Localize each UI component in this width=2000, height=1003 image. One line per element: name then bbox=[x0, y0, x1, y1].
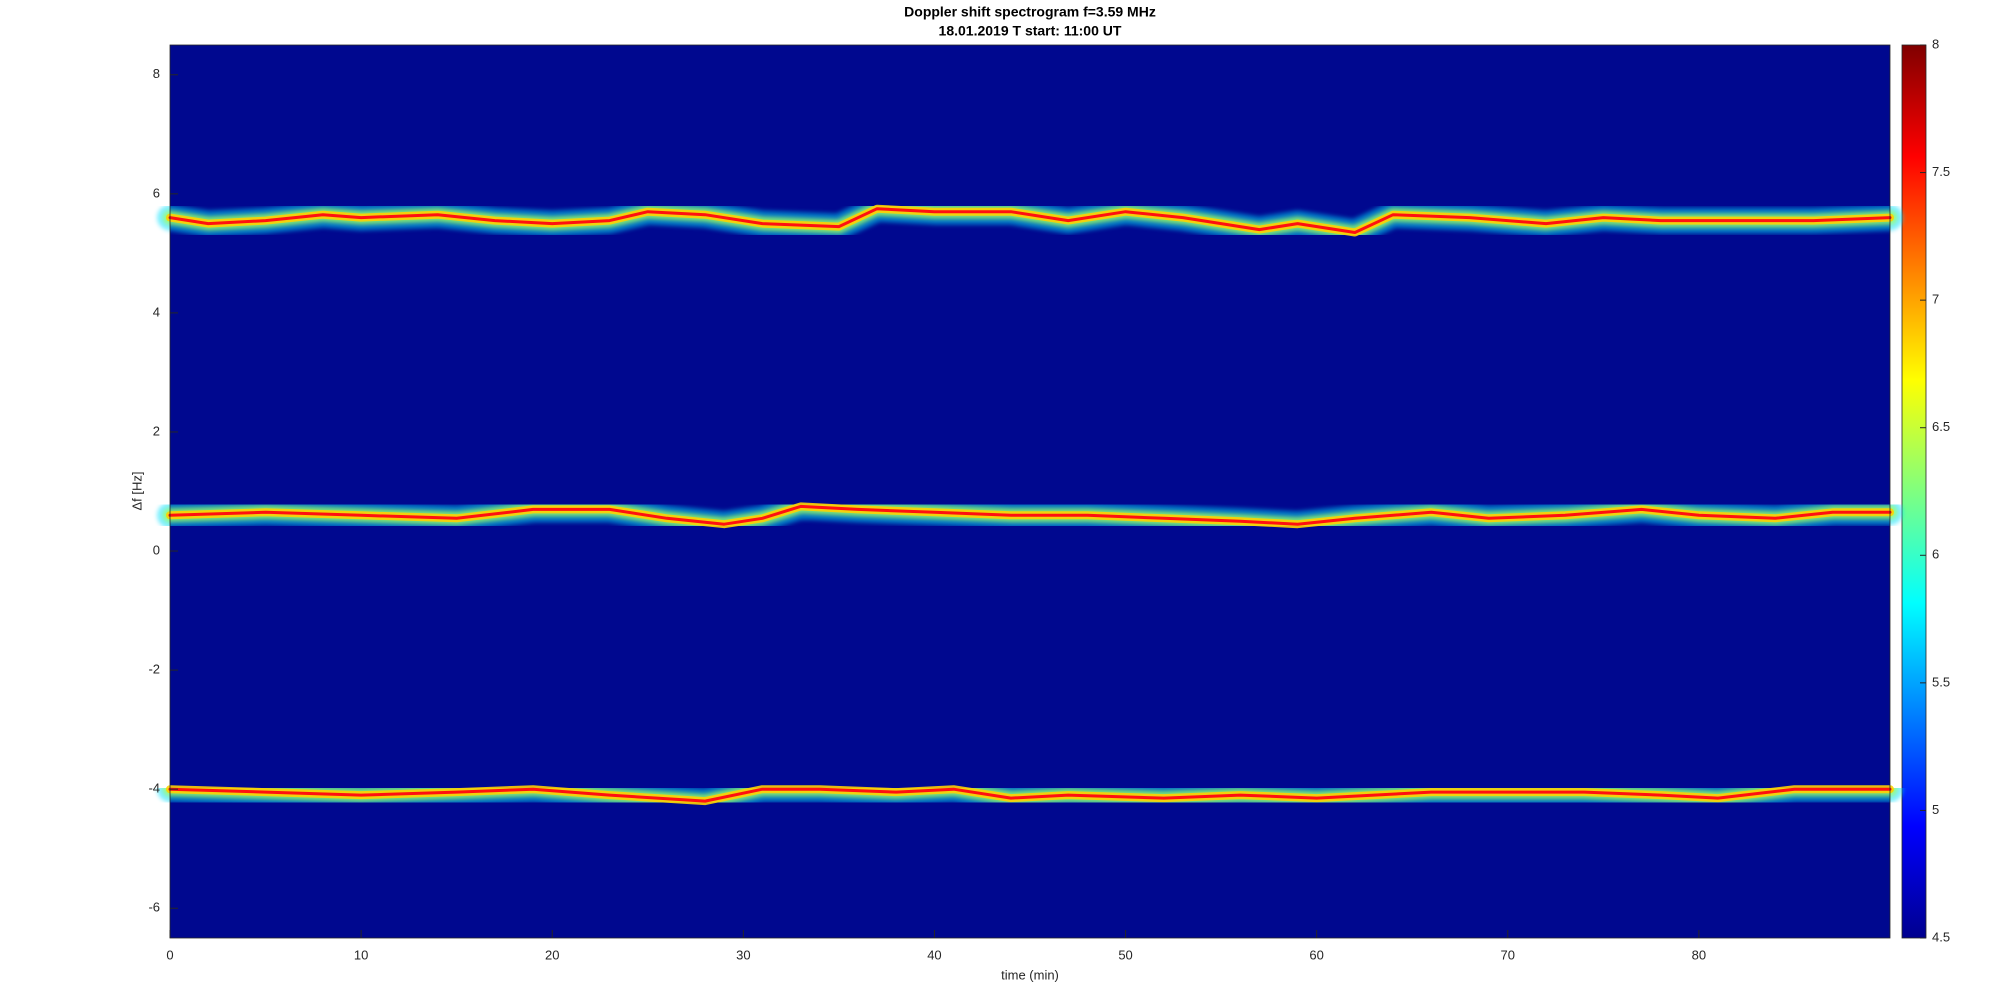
y-tick-label: 4 bbox=[153, 304, 160, 319]
y-tick-label: 6 bbox=[153, 185, 160, 200]
x-tick-label: 0 bbox=[166, 947, 173, 962]
spectral-trace bbox=[168, 787, 1892, 803]
y-tick-label: -6 bbox=[148, 900, 160, 915]
x-tick-label: 80 bbox=[1692, 947, 1706, 962]
colorbar-tick-label: 6 bbox=[1932, 547, 1939, 562]
y-tick-label: -2 bbox=[148, 662, 160, 677]
spectral-trace bbox=[168, 504, 1892, 526]
x-axis-label: time (min) bbox=[1001, 967, 1059, 982]
x-tick-label: 50 bbox=[1118, 947, 1132, 962]
y-tick-label: 2 bbox=[153, 423, 160, 438]
y-axis-label: Δf [Hz] bbox=[129, 471, 144, 510]
colorbar-tick-label: 4.5 bbox=[1932, 929, 1950, 944]
colorbar bbox=[1901, 44, 1927, 939]
colorbar-tick-label: 5.5 bbox=[1932, 674, 1950, 689]
x-tick-label: 20 bbox=[545, 947, 559, 962]
x-tick-label: 30 bbox=[736, 947, 750, 962]
chart-subtitle: 18.01.2019 T start: 11:00 UT bbox=[939, 23, 1122, 39]
y-tick-label: 8 bbox=[153, 66, 160, 81]
colorbar-tick-label: 6.5 bbox=[1932, 419, 1950, 434]
colorbar-tick-label: 8 bbox=[1932, 36, 1939, 51]
colorbar-tick-label: 7 bbox=[1932, 292, 1939, 307]
x-tick-label: 10 bbox=[354, 947, 368, 962]
x-tick-label: 60 bbox=[1309, 947, 1323, 962]
colorbar-tick-label: 7.5 bbox=[1932, 164, 1950, 179]
chart-title: Doppler shift spectrogram f=3.59 MHz bbox=[904, 4, 1156, 20]
x-tick-label: 40 bbox=[927, 947, 941, 962]
colorbar-tick-label: 5 bbox=[1932, 802, 1939, 817]
y-tick-label: 0 bbox=[153, 542, 160, 557]
y-tick-label: -4 bbox=[148, 781, 160, 796]
plot-frame bbox=[169, 44, 1891, 939]
spectral-trace bbox=[168, 207, 1892, 234]
x-tick-label: 70 bbox=[1501, 947, 1515, 962]
